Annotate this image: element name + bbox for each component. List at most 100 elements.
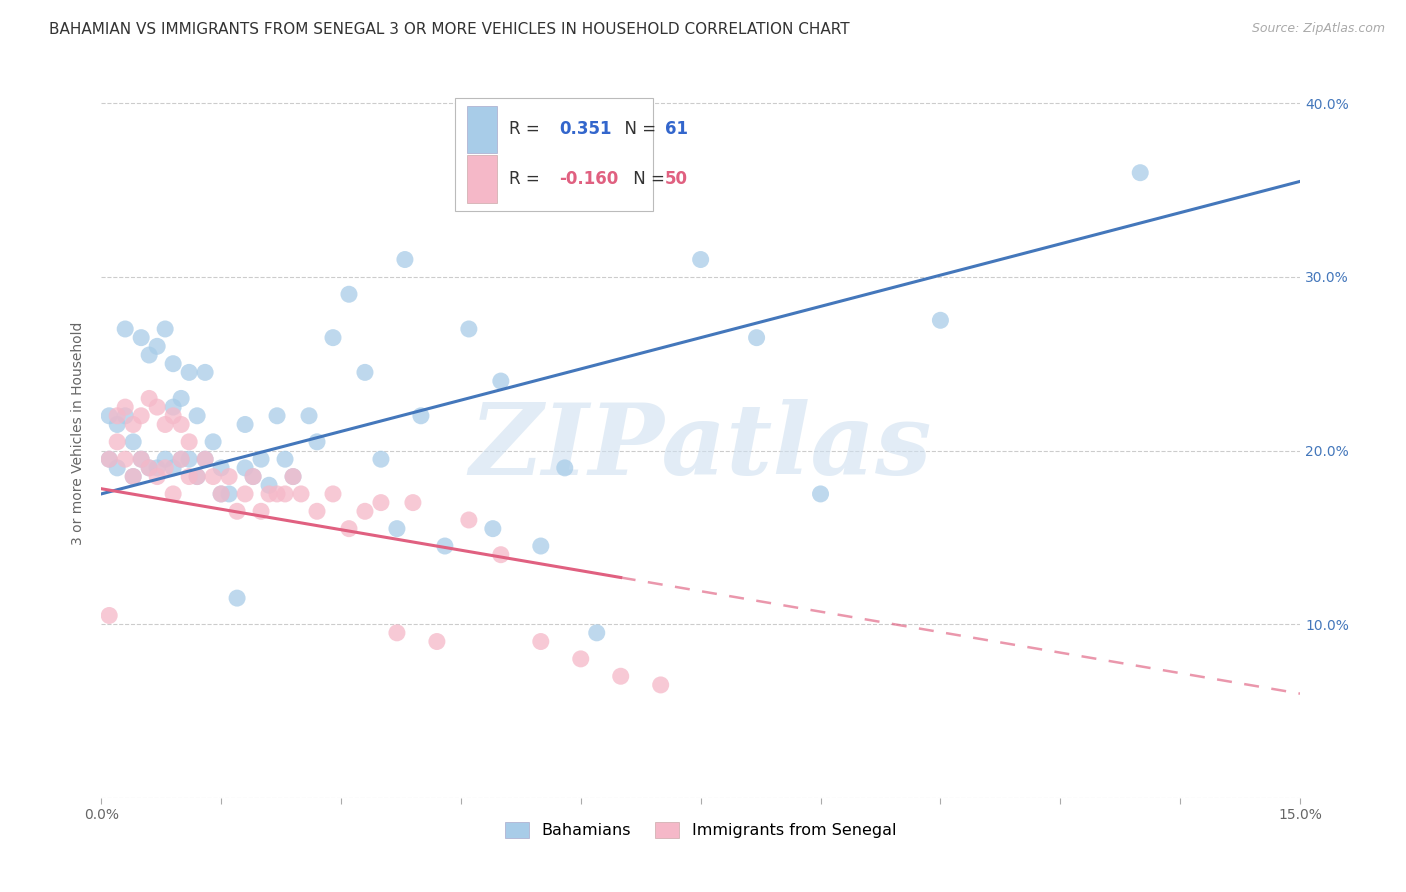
- Point: [105, 461, 128, 475]
- Point: [179, 469, 201, 483]
- Point: [745, 331, 768, 345]
- Point: [810, 487, 832, 501]
- Point: [281, 469, 304, 483]
- Text: BAHAMIAN VS IMMIGRANTS FROM SENEGAL 3 OR MORE VEHICLES IN HOUSEHOLD CORRELATION : BAHAMIAN VS IMMIGRANTS FROM SENEGAL 3 OR…: [49, 22, 849, 37]
- Point: [146, 469, 169, 483]
- Point: [129, 331, 152, 345]
- Point: [530, 634, 553, 648]
- Point: [290, 487, 312, 501]
- Text: Source: ZipAtlas.com: Source: ZipAtlas.com: [1251, 22, 1385, 36]
- Point: [218, 487, 240, 501]
- Point: [242, 469, 264, 483]
- Point: [105, 417, 128, 432]
- Point: [274, 452, 297, 467]
- Point: [409, 409, 432, 423]
- Point: [250, 504, 273, 518]
- Point: [242, 469, 264, 483]
- Point: [370, 495, 392, 509]
- Point: [337, 287, 360, 301]
- Point: [179, 434, 201, 449]
- Point: [129, 409, 152, 423]
- Point: [433, 539, 456, 553]
- Point: [153, 461, 176, 475]
- Point: [322, 331, 344, 345]
- Y-axis label: 3 or more Vehicles in Household: 3 or more Vehicles in Household: [72, 321, 86, 545]
- Point: [114, 400, 136, 414]
- Text: 61: 61: [665, 120, 688, 138]
- Point: [354, 504, 377, 518]
- Text: R =: R =: [509, 120, 550, 138]
- Point: [138, 461, 160, 475]
- Point: [489, 548, 512, 562]
- Point: [202, 469, 225, 483]
- Point: [385, 522, 408, 536]
- Point: [281, 469, 304, 483]
- Point: [153, 322, 176, 336]
- Point: [122, 417, 145, 432]
- Point: [257, 487, 280, 501]
- Point: [179, 365, 201, 379]
- Point: [146, 461, 169, 475]
- Bar: [467, 105, 496, 153]
- Text: N =: N =: [627, 170, 669, 188]
- Point: [186, 469, 208, 483]
- Point: [322, 487, 344, 501]
- Point: [98, 452, 121, 467]
- Point: [233, 487, 256, 501]
- Text: R =: R =: [509, 170, 546, 188]
- Point: [114, 322, 136, 336]
- Point: [194, 452, 217, 467]
- Point: [162, 357, 184, 371]
- Point: [209, 487, 232, 501]
- Text: N =: N =: [614, 120, 662, 138]
- Point: [233, 417, 256, 432]
- Point: [162, 409, 184, 423]
- Point: [209, 487, 232, 501]
- Point: [122, 434, 145, 449]
- Point: [114, 452, 136, 467]
- Point: [585, 625, 607, 640]
- Point: [186, 409, 208, 423]
- Point: [138, 348, 160, 362]
- Point: [402, 495, 425, 509]
- Point: [162, 487, 184, 501]
- Point: [98, 608, 121, 623]
- Point: [114, 409, 136, 423]
- Point: [298, 409, 321, 423]
- Point: [98, 409, 121, 423]
- Point: [105, 434, 128, 449]
- Text: ZIPatlas: ZIPatlas: [470, 400, 932, 496]
- Text: 0.351: 0.351: [560, 120, 612, 138]
- Point: [226, 504, 249, 518]
- Point: [426, 634, 449, 648]
- Point: [226, 591, 249, 606]
- Point: [233, 461, 256, 475]
- Point: [457, 322, 479, 336]
- Point: [146, 400, 169, 414]
- Point: [186, 469, 208, 483]
- Legend: Bahamians, Immigrants from Senegal: Bahamians, Immigrants from Senegal: [499, 815, 903, 845]
- FancyBboxPatch shape: [456, 98, 652, 211]
- Text: -0.160: -0.160: [560, 170, 619, 188]
- Point: [689, 252, 711, 267]
- Point: [266, 409, 288, 423]
- Point: [385, 625, 408, 640]
- Point: [162, 461, 184, 475]
- Point: [274, 487, 297, 501]
- Point: [153, 452, 176, 467]
- Point: [266, 487, 288, 501]
- Point: [153, 417, 176, 432]
- Point: [530, 539, 553, 553]
- Point: [250, 452, 273, 467]
- Point: [305, 434, 328, 449]
- Point: [122, 469, 145, 483]
- Point: [569, 652, 592, 666]
- Point: [457, 513, 479, 527]
- Point: [129, 452, 152, 467]
- Point: [1129, 166, 1152, 180]
- Point: [138, 461, 160, 475]
- Point: [394, 252, 416, 267]
- Point: [138, 392, 160, 406]
- Point: [609, 669, 631, 683]
- Bar: [467, 155, 496, 202]
